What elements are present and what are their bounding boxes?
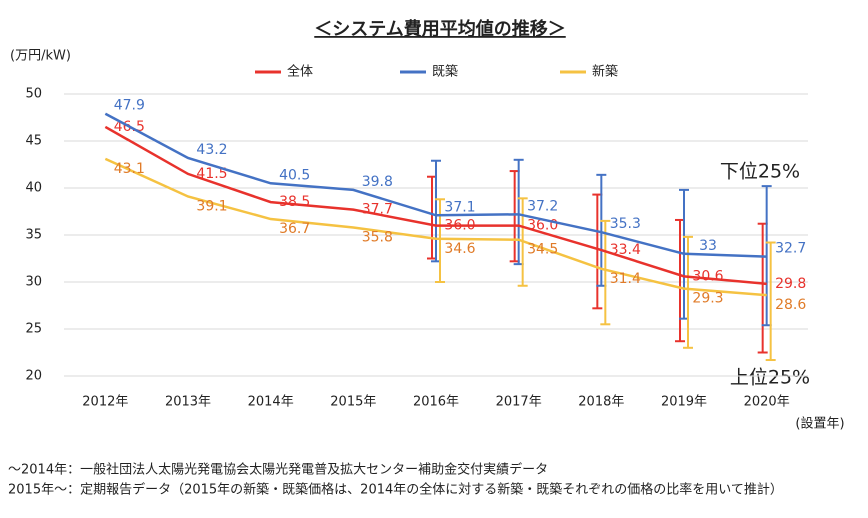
data-label: 47.9 [114,98,145,114]
data-label: 43.1 [114,161,145,177]
chart-title: ＜システム費用平均値の推移＞ [314,18,565,40]
data-label: 39.8 [362,174,393,190]
data-label: 31.4 [610,271,641,287]
footnote: ～2014年：一般社団法人太陽光発電協会太陽光発電普及拡大センター補助金交付実績… [8,462,548,478]
series-line [104,112,767,258]
legend-label: 新築 [592,64,618,80]
data-label: 37.7 [362,202,393,218]
x-tick-label: 2014年 [248,395,294,410]
footnote: 2015年～：定期報告データ（2015年の新築・既築価格は、2014年の全体に対… [8,482,783,498]
data-label: 32.7 [775,241,806,257]
data-label: 34.5 [527,242,558,258]
series-line [104,125,767,286]
data-label: 37.1 [444,199,475,215]
y-tick-label: 50 [25,87,42,102]
legend-label: 既築 [432,65,458,80]
annotation: 下位25% [720,161,800,183]
y-tick-label: 30 [25,275,42,290]
data-label: 38.5 [279,194,310,210]
x-tick-label: 2016年 [413,395,459,410]
y-unit: (万円/kW) [10,49,71,64]
x-tick-label: 2020年 [744,395,790,410]
x-tick-label: 2017年 [496,395,542,410]
data-label: 39.1 [196,198,227,214]
x-tick-label: 2012年 [82,395,128,410]
data-label: 34.6 [444,241,475,257]
y-tick-label: 45 [25,134,42,149]
data-label: 35.8 [362,229,393,245]
y-tick-label: 35 [25,228,42,243]
data-label: 29.8 [775,276,806,292]
x-tick-label: 2018年 [578,395,624,410]
data-label: 35.3 [610,216,641,232]
x-tick-label: 2013年 [165,395,211,410]
annotation: 上位25% [730,367,810,389]
data-label: 41.5 [196,166,227,182]
data-label: 33 [699,238,717,254]
data-label: 29.3 [692,291,723,307]
y-tick-label: 20 [25,369,42,384]
x-tick-label: 2019年 [661,395,707,410]
x-tick-label: 2015年 [330,395,376,410]
data-label: 36.0 [444,218,475,234]
data-label: 37.2 [527,198,558,214]
series-line [104,157,767,297]
data-label: 30.6 [692,268,723,284]
legend-label: 全体 [287,64,313,80]
y-tick-label: 25 [25,322,42,337]
data-label: 43.2 [196,142,227,158]
data-label: 40.5 [279,167,310,183]
data-label: 36.7 [279,221,310,237]
data-label: 33.4 [610,242,641,258]
y-tick-label: 40 [25,181,42,196]
data-label: 28.6 [775,297,806,313]
x-unit: (設置年) [795,416,844,432]
